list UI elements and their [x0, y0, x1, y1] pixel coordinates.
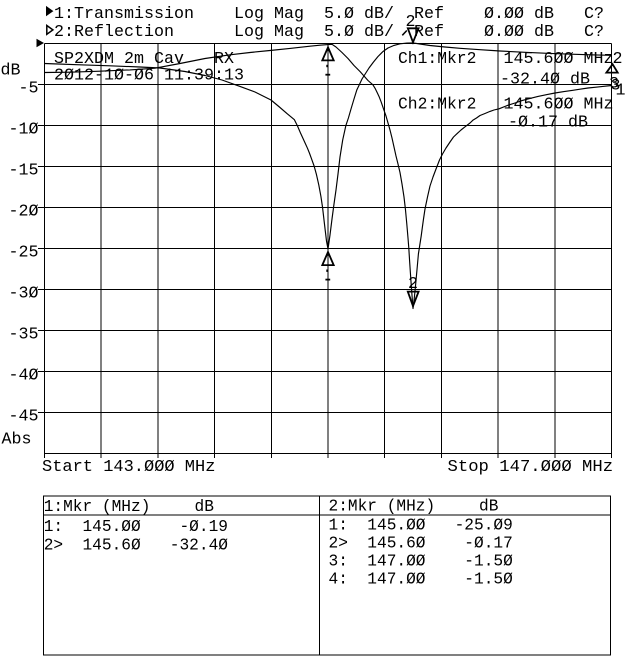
svg-text:1:Transmission: 1:Transmission: [54, 5, 194, 24]
svg-text:145.6ØØ MHz: 145.6ØØ MHz: [504, 96, 614, 115]
svg-text:Ø.ØØ dB: Ø.ØØ dB: [484, 23, 554, 42]
svg-text:1: 1: [616, 82, 626, 101]
svg-text:145.6ØØ MHz: 145.6ØØ MHz: [504, 50, 614, 69]
svg-text:dB: dB: [1, 62, 21, 81]
svg-text:-2Ø: -2Ø: [9, 202, 39, 221]
svg-text:Abs: Abs: [2, 431, 32, 450]
svg-text:2: 2: [408, 275, 418, 294]
svg-text:2> 145.6Ø -Ø.17: 2> 145.6Ø -Ø.17: [329, 535, 513, 554]
svg-text:2:Reflection: 2:Reflection: [54, 23, 174, 42]
svg-text:SP2XDM 2m Cav RX: SP2XDM 2m Cav RX: [54, 50, 234, 69]
svg-text:-Ø.17 dB: -Ø.17 dB: [508, 114, 588, 133]
svg-text:-35: -35: [9, 325, 39, 344]
svg-text:Start 143.ØØØ MHz: Start 143.ØØØ MHz: [42, 458, 215, 477]
svg-text:dB: dB: [479, 498, 498, 517]
svg-text:5.Ø dB/: 5.Ø dB/: [324, 23, 394, 42]
svg-text:3: 147.ØØ -1.5Ø: 3: 147.ØØ -1.5Ø: [329, 553, 513, 572]
svg-text:2:Mkr (MHz): 2:Mkr (MHz): [329, 498, 436, 517]
svg-text:2: 2: [613, 50, 623, 69]
svg-text:-25: -25: [9, 243, 39, 262]
svg-text:-1Ø: -1Ø: [9, 120, 39, 139]
svg-text:C?: C?: [584, 23, 604, 42]
svg-text:C?: C?: [584, 5, 604, 24]
svg-text:-3Ø: -3Ø: [9, 284, 39, 303]
svg-text:Ref: Ref: [414, 23, 444, 42]
svg-text:Log Mag: Log Mag: [234, 23, 304, 42]
svg-text:1:Mkr (MHz): 1:Mkr (MHz): [44, 498, 151, 517]
svg-text:Ch1:Mkr2: Ch1:Mkr2: [398, 50, 476, 69]
svg-text:Stop 147.ØØØ MHz: Stop 147.ØØØ MHz: [448, 458, 614, 477]
svg-text:Log Mag: Log Mag: [234, 5, 304, 24]
svg-text:5.Ø dB/: 5.Ø dB/: [324, 5, 394, 24]
svg-text:-45: -45: [9, 407, 39, 426]
svg-text:Ch2:Mkr2: Ch2:Mkr2: [398, 96, 476, 115]
svg-text:2: 2: [406, 13, 416, 32]
svg-text:3: 3: [609, 75, 619, 93]
svg-text:Ref: Ref: [414, 5, 444, 24]
svg-text:1: 145.ØØ -Ø.19: 1: 145.ØØ -Ø.19: [44, 518, 228, 537]
svg-text:-5: -5: [19, 79, 39, 98]
svg-text:Ø.ØØ dB: Ø.ØØ dB: [484, 5, 554, 24]
svg-text:dB: dB: [195, 498, 214, 517]
svg-text:2> 145.6Ø -32.4Ø: 2> 145.6Ø -32.4Ø: [44, 537, 228, 556]
svg-text:1: 145.ØØ -25.Ø9: 1: 145.ØØ -25.Ø9: [329, 517, 513, 536]
svg-text:-32.4Ø dB: -32.4Ø dB: [500, 71, 590, 90]
svg-text:-15: -15: [9, 161, 39, 180]
svg-text:2Ø12-1Ø-Ø6 11:39:13: 2Ø12-1Ø-Ø6 11:39:13: [54, 67, 244, 86]
svg-text:-4Ø: -4Ø: [9, 366, 39, 385]
svg-text:4: 147.ØØ -1.5Ø: 4: 147.ØØ -1.5Ø: [329, 571, 513, 590]
svg-text:3: 3: [611, 77, 621, 95]
